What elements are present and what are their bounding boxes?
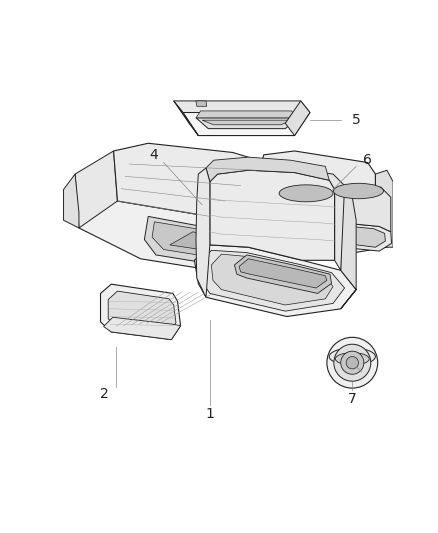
Polygon shape [329, 223, 392, 251]
Polygon shape [152, 222, 272, 261]
Polygon shape [64, 174, 79, 228]
Ellipse shape [333, 183, 384, 199]
Polygon shape [173, 101, 310, 112]
Polygon shape [239, 259, 327, 288]
Polygon shape [335, 225, 385, 247]
Polygon shape [272, 209, 393, 255]
Polygon shape [287, 170, 302, 263]
Text: 7: 7 [348, 392, 357, 406]
Polygon shape [272, 183, 341, 234]
Polygon shape [196, 111, 298, 118]
Text: 5: 5 [352, 113, 360, 127]
Polygon shape [183, 112, 310, 135]
Circle shape [346, 357, 358, 369]
Text: 4: 4 [149, 148, 158, 162]
Polygon shape [375, 170, 393, 247]
Text: 1: 1 [205, 407, 214, 421]
Polygon shape [194, 245, 356, 317]
Polygon shape [173, 101, 198, 135]
Text: 2: 2 [100, 386, 109, 400]
Polygon shape [75, 151, 117, 228]
Polygon shape [285, 101, 310, 135]
Polygon shape [210, 170, 335, 260]
Text: 6: 6 [363, 153, 372, 167]
Polygon shape [206, 157, 329, 182]
Circle shape [341, 351, 364, 374]
Polygon shape [113, 143, 291, 228]
Polygon shape [145, 216, 283, 268]
Polygon shape [100, 284, 180, 340]
Polygon shape [202, 120, 292, 125]
Circle shape [327, 337, 378, 388]
Polygon shape [170, 232, 262, 255]
Polygon shape [260, 151, 375, 224]
Polygon shape [196, 101, 207, 106]
Polygon shape [196, 168, 210, 297]
Polygon shape [79, 201, 302, 274]
Ellipse shape [279, 185, 333, 202]
Polygon shape [329, 187, 391, 232]
Polygon shape [200, 251, 345, 311]
Circle shape [334, 344, 371, 381]
Polygon shape [103, 317, 180, 340]
Ellipse shape [329, 348, 375, 365]
Polygon shape [279, 220, 333, 241]
Polygon shape [196, 118, 298, 128]
Polygon shape [341, 185, 356, 309]
Polygon shape [212, 254, 333, 305]
Polygon shape [108, 291, 176, 334]
Polygon shape [279, 168, 345, 270]
Ellipse shape [336, 353, 369, 365]
Polygon shape [234, 255, 332, 294]
Polygon shape [272, 216, 341, 245]
Polygon shape [260, 220, 294, 259]
